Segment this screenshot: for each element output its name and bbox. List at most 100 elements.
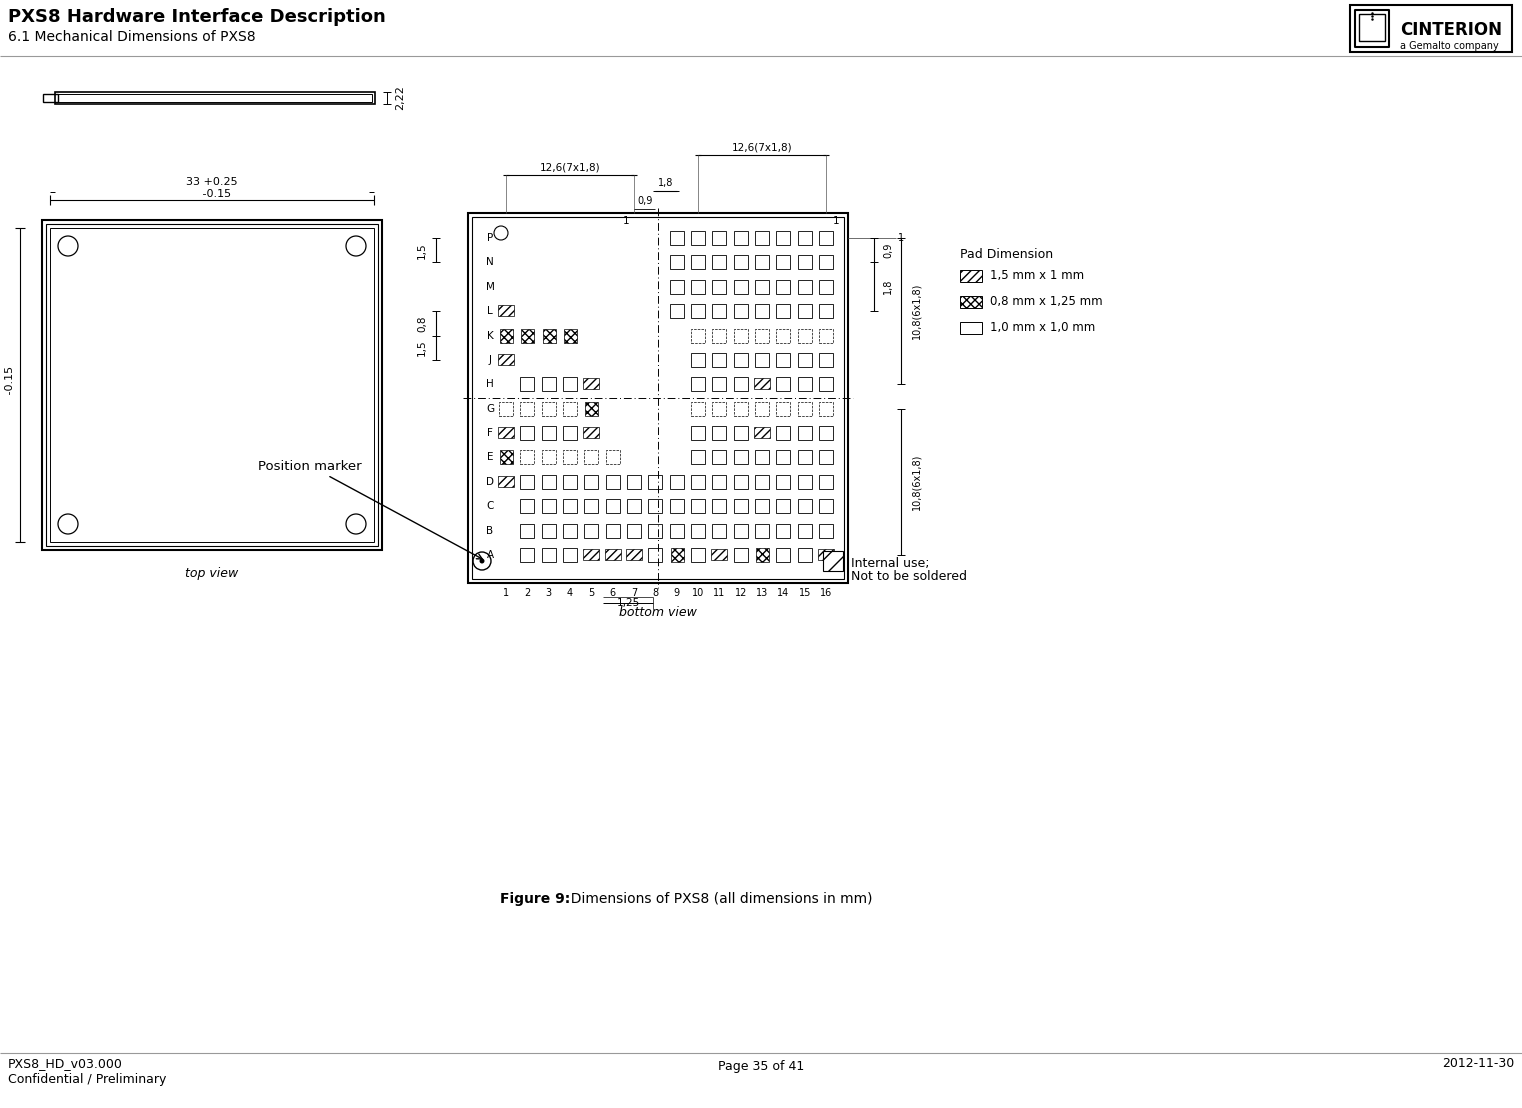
Bar	[734, 230, 747, 245]
Bar	[670, 524, 683, 537]
Text: Not to be soldered: Not to be soldered	[851, 571, 966, 584]
Bar	[563, 378, 577, 391]
Text: 1: 1	[833, 216, 839, 226]
Text: 33 +0.25
   -0.15: 33 +0.25 -0.15	[186, 177, 237, 198]
Bar	[648, 524, 662, 537]
Bar	[58, 94, 371, 102]
Bar	[691, 255, 705, 269]
Bar	[734, 475, 747, 489]
Bar	[691, 451, 705, 464]
Bar	[755, 353, 769, 367]
Bar	[798, 402, 811, 416]
Text: M: M	[486, 281, 495, 291]
Bar	[753, 378, 770, 389]
Text: a Gemalto company: a Gemalto company	[1400, 41, 1499, 51]
Bar	[691, 524, 705, 537]
Bar	[55, 92, 374, 104]
Bar	[798, 378, 811, 391]
Text: P: P	[487, 233, 493, 243]
Bar	[606, 500, 619, 513]
Bar	[563, 427, 577, 440]
Text: 1,8: 1,8	[659, 178, 674, 188]
Bar	[501, 329, 513, 342]
Bar	[753, 427, 770, 438]
Bar	[712, 427, 726, 440]
Bar	[712, 279, 726, 294]
Text: F: F	[487, 428, 493, 438]
Bar	[734, 500, 747, 513]
Bar	[670, 230, 683, 245]
Text: 0,9: 0,9	[883, 243, 893, 258]
Text: Pad Dimension: Pad Dimension	[960, 248, 1053, 261]
Bar	[819, 402, 833, 416]
Bar	[734, 427, 747, 440]
Bar	[542, 475, 556, 489]
Bar	[712, 524, 726, 537]
Bar	[755, 230, 769, 245]
Text: H: H	[486, 379, 493, 389]
Bar	[734, 329, 747, 342]
Circle shape	[479, 558, 484, 564]
Bar	[542, 451, 556, 464]
Bar	[691, 548, 705, 562]
Bar	[712, 353, 726, 367]
Text: PXS8_HD_v03.000: PXS8_HD_v03.000	[8, 1057, 123, 1070]
Text: 14: 14	[778, 588, 790, 598]
Bar	[472, 217, 845, 579]
Bar	[584, 451, 598, 464]
Text: D: D	[486, 476, 495, 486]
Bar	[798, 548, 811, 562]
Text: 4: 4	[566, 588, 574, 598]
Bar	[691, 279, 705, 294]
Text: PXS8 Hardware Interface Description: PXS8 Hardware Interface Description	[8, 8, 385, 25]
Bar	[627, 500, 641, 513]
Bar	[798, 475, 811, 489]
Bar	[542, 378, 556, 391]
Bar	[819, 378, 833, 391]
Bar	[712, 475, 726, 489]
Bar	[521, 451, 534, 464]
Bar	[670, 305, 683, 318]
Bar	[755, 305, 769, 318]
Bar	[1355, 10, 1390, 47]
Bar	[776, 329, 790, 342]
Bar	[606, 451, 619, 464]
Bar	[648, 475, 662, 489]
Bar	[798, 255, 811, 269]
Text: E: E	[487, 452, 493, 462]
Bar	[691, 402, 705, 416]
Bar	[691, 427, 705, 440]
Bar	[522, 329, 534, 342]
Bar	[1359, 14, 1385, 41]
Bar	[691, 500, 705, 513]
Bar	[734, 524, 747, 537]
Text: 7: 7	[632, 588, 638, 598]
Bar	[691, 305, 705, 318]
Bar	[542, 402, 556, 416]
Bar	[960, 322, 982, 334]
Text: 12,6(7x1,8): 12,6(7x1,8)	[732, 142, 793, 152]
Text: 1,5: 1,5	[417, 242, 428, 258]
Bar	[521, 402, 534, 416]
Bar	[817, 548, 834, 560]
Bar	[691, 230, 705, 245]
Bar	[563, 500, 577, 513]
Text: 12: 12	[735, 588, 747, 598]
Bar	[819, 500, 833, 513]
Bar	[46, 224, 377, 546]
Bar	[776, 402, 790, 416]
Bar	[648, 548, 662, 562]
Bar	[670, 255, 683, 269]
Bar	[606, 475, 619, 489]
Bar	[734, 279, 747, 294]
Text: Confidential / Preliminary: Confidential / Preliminary	[8, 1073, 166, 1086]
Text: J: J	[489, 355, 492, 365]
Text: L: L	[487, 306, 493, 316]
Bar	[798, 353, 811, 367]
Bar	[521, 548, 534, 562]
Bar	[604, 548, 621, 560]
Bar	[776, 451, 790, 464]
Bar	[776, 427, 790, 440]
Text: 2,22: 2,22	[396, 85, 405, 111]
Text: bottom view: bottom view	[619, 606, 697, 619]
